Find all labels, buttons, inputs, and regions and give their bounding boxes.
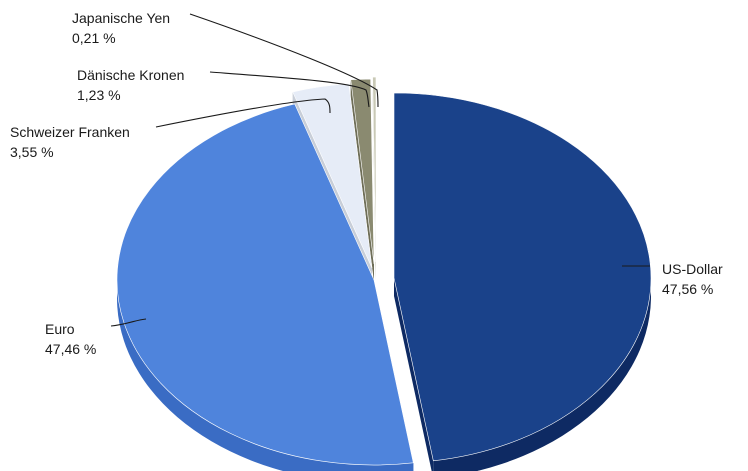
pie-slice-wall [350,79,374,282]
labels-layer: US-Dollar 47,56 % Euro 47,46 % Schweizer Fra… [10,10,723,357]
slice-label-value: 0,21 % [72,30,116,46]
pie-slice-euro [116,103,414,466]
pie-slice-schweizer-franken [292,83,373,269]
slice-label-name: US-Dollar [662,261,723,277]
leader-line [189,13,379,108]
leader-line [155,98,331,128]
slice-label-name: Japanische Yen [72,10,170,26]
slice-label-value: 47,56 % [662,281,713,297]
pie-slice-wall [394,278,434,471]
slice-tops-layer [116,76,652,466]
slice-label-value: 1,23 % [77,87,121,103]
slice-label-name: Dänische Kronen [77,67,184,83]
pie-slice-us-dollar [393,92,652,462]
pie-slice-d-nische-kronen [350,78,375,265]
slice-label-value: 47,46 % [45,341,96,357]
slice-label-value: 3,55 % [10,144,54,160]
pie-slice-japanische-yen [372,76,377,263]
leader-lines-layer [110,13,650,327]
slice-label-name: Schweizer Franken [10,124,130,140]
leader-line [110,318,147,327]
leader-line [209,71,370,108]
slice-label-name: Euro [45,321,75,337]
